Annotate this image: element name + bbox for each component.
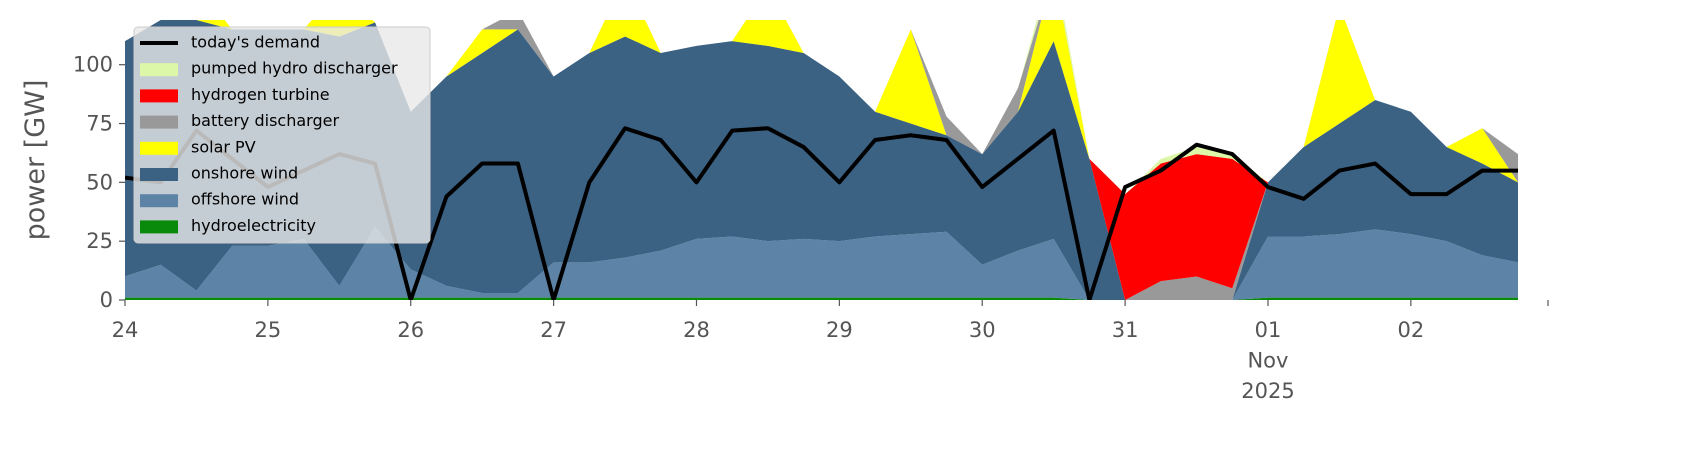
legend-swatch bbox=[140, 63, 178, 77]
area bbox=[125, 297, 1518, 300]
x-tick-label: 02 bbox=[1397, 318, 1424, 342]
legend-label: pumped hydro discharger bbox=[191, 59, 398, 78]
legend-label: onshore wind bbox=[191, 164, 298, 183]
x-tick-label: 31 bbox=[1112, 318, 1139, 342]
legend-swatch bbox=[140, 194, 178, 208]
legend-swatch bbox=[140, 115, 178, 129]
x-tick-label: 24 bbox=[112, 318, 139, 342]
legend-label: offshore wind bbox=[191, 190, 299, 209]
y-tick-label: 25 bbox=[86, 229, 113, 253]
x-tick-label: 29 bbox=[826, 318, 853, 342]
legend-label: solar PV bbox=[191, 137, 256, 156]
y-tick-label: 75 bbox=[86, 112, 113, 136]
legend-label: hydroelectricity bbox=[191, 216, 316, 235]
y-tick-label: 50 bbox=[86, 170, 113, 194]
y-tick-label: 100 bbox=[73, 53, 113, 77]
x-tick-label: 01 Nov 2025 bbox=[1241, 318, 1294, 403]
x-tick-label: 28 bbox=[683, 318, 710, 342]
legend-swatch bbox=[140, 89, 178, 103]
axes: 0 25 50 75 100 24 25 26 27 28 29 30 31 01 Nov 2025 02 bbox=[73, 53, 1549, 403]
y-tick-label: 0 bbox=[100, 288, 113, 312]
legend: today's demand pumped hydro discharger hyd… bbox=[133, 26, 431, 244]
y-axis-label: power [GW] bbox=[20, 80, 51, 241]
area bbox=[125, 20, 1518, 300]
legend-box bbox=[133, 26, 431, 244]
legend-label: battery discharger bbox=[191, 111, 339, 130]
legend-label: hydrogen turbine bbox=[191, 85, 330, 104]
plot-area bbox=[125, 20, 1518, 300]
legend-swatch bbox=[140, 141, 178, 155]
x-tick-label: 27 bbox=[540, 318, 567, 342]
legend-swatch bbox=[140, 168, 178, 181]
x-tick-label: 30 bbox=[969, 318, 996, 342]
legend-label: today's demand bbox=[191, 33, 320, 52]
legend-swatch bbox=[140, 220, 178, 234]
area bbox=[125, 227, 1518, 300]
x-tick-label: 25 bbox=[255, 318, 282, 342]
x-tick-label: 26 bbox=[397, 318, 424, 342]
area bbox=[125, 20, 1518, 300]
